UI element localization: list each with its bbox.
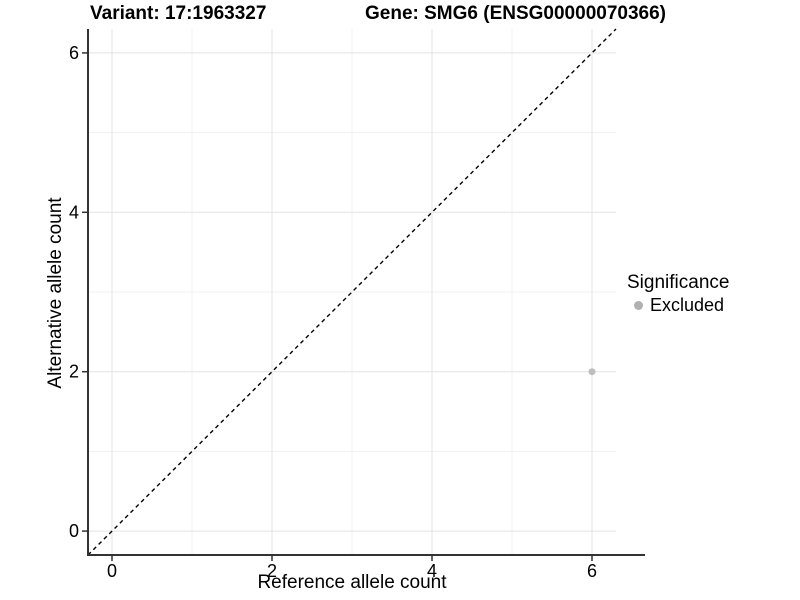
y-tick-label: 2 [69, 362, 79, 382]
y-axis-title: Alternative allele count [45, 197, 66, 389]
x-tick-label: 4 [427, 561, 437, 581]
y-tick-label: 0 [69, 521, 79, 541]
x-tick-label: 0 [107, 561, 117, 581]
plot-title-variant: Variant: 17:1963327 [90, 3, 267, 24]
legend-item-label: Excluded [650, 295, 725, 315]
legend: Significance Excluded [627, 272, 729, 316]
x-tick-label: 6 [587, 561, 597, 581]
plot-title-gene: Gene: SMG6 (ENSG00000070366) [365, 3, 666, 24]
legend-point-icon [634, 301, 643, 310]
legend-item-excluded: Excluded [627, 295, 729, 316]
legend-title: Significance [627, 272, 730, 293]
x-axis-title: Reference allele count [257, 572, 447, 593]
x-tick-label: 2 [267, 561, 277, 581]
y-tick-label: 6 [69, 43, 79, 63]
y-tick-label: 4 [69, 202, 79, 222]
data-point [588, 368, 596, 376]
